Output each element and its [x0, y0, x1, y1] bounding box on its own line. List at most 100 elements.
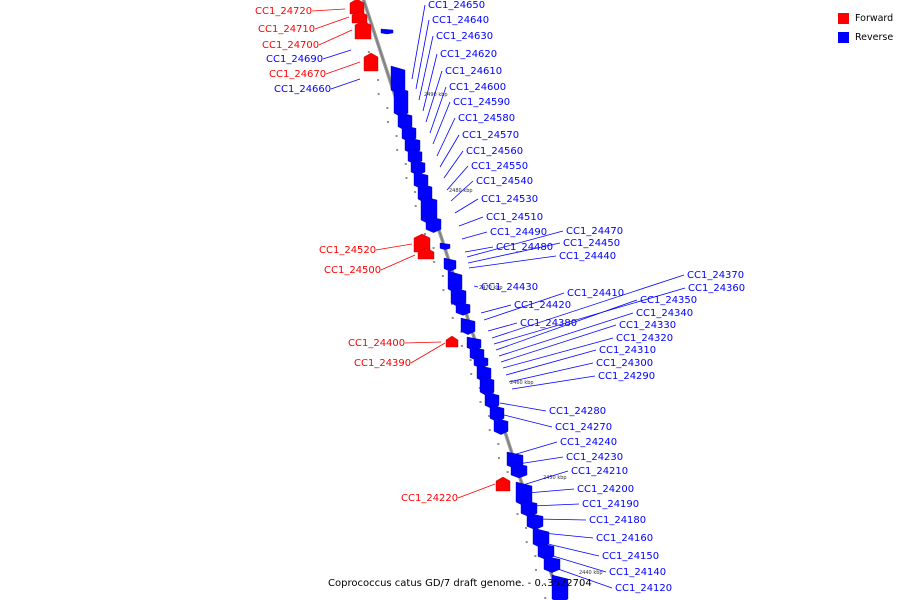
- scale-label: 2440 kbp: [579, 570, 603, 576]
- forward-leader-line: [410, 342, 446, 364]
- reverse-gene-label: CC1_24300: [596, 358, 653, 369]
- reverse-gene-label: CC1_24240: [560, 437, 617, 448]
- reverse-leader-line: [446, 165, 469, 191]
- scale-label: 2450 kbp: [543, 475, 567, 481]
- forward-swatch: [838, 13, 849, 24]
- reverse-leader-line: [432, 101, 451, 145]
- reverse-gene-label: CC1_24410: [567, 288, 624, 299]
- reverse-gene-label: CC1_24360: [688, 283, 745, 294]
- reverse-gene-label: CC1_24320: [616, 333, 673, 344]
- forward-gene-block: [445, 335, 459, 348]
- reverse-gene-label: CC1_24540: [476, 176, 533, 187]
- reverse-gene-label: CC1_24640: [432, 15, 489, 26]
- reverse-leader-line: [415, 19, 430, 90]
- reverse-gene-label: CC1_24480: [496, 242, 553, 253]
- reverse-gene-block: [510, 462, 528, 479]
- reverse-leader-line: [547, 543, 600, 557]
- reverse-gene-label: CC1_24350: [640, 295, 697, 306]
- legend: Forward Reverse: [838, 9, 893, 47]
- reverse-gene-label: CC1_24210: [571, 466, 628, 477]
- reverse-gene-block: [473, 355, 489, 368]
- reverse-gene-label: CC1_24380: [520, 318, 577, 329]
- reverse-gene-block: [439, 242, 451, 250]
- reverse-gene-label: CC1_24120: [615, 583, 672, 594]
- forward-gene-block: [417, 247, 435, 260]
- reverse-gene-label: CC1_24620: [440, 49, 497, 60]
- reverse-leader-line: [330, 78, 361, 90]
- forward-gene-label: CC1_24500: [324, 265, 381, 276]
- reverse-gene-label: CC1_24310: [599, 345, 656, 356]
- reverse-gene-label: CC1_24440: [559, 251, 616, 262]
- reverse-leader-line: [429, 86, 447, 134]
- reverse-leader-line: [505, 349, 597, 376]
- scale-label: 2490 kbp: [424, 92, 448, 98]
- legend-forward: Forward: [838, 9, 893, 28]
- forward-gene-label: CC1_24220: [401, 493, 458, 504]
- reverse-gene-block: [543, 555, 561, 573]
- reverse-leader-line: [503, 414, 553, 428]
- scale-label: 2470 kbp: [479, 285, 503, 291]
- reverse-leader-line: [411, 4, 426, 80]
- reverse-leader-line: [511, 375, 596, 390]
- reverse-gene-block: [455, 301, 471, 316]
- reverse-gene-label: CC1_24580: [458, 113, 515, 124]
- reverse-leader-line: [454, 198, 479, 214]
- reverse-gene-label: CC1_24570: [462, 130, 519, 141]
- reverse-gene-block: [425, 215, 442, 233]
- reverse-leader-line: [508, 362, 594, 383]
- reverse-gene-label: CC1_24200: [577, 484, 634, 495]
- reverse-gene-block: [460, 317, 476, 335]
- reverse-gene-block: [493, 417, 509, 435]
- reverse-gene-label: CC1_24490: [490, 227, 547, 238]
- reverse-leader-line: [502, 337, 614, 369]
- forward-leader-line: [404, 341, 442, 344]
- reverse-leader-line: [464, 246, 494, 253]
- forward-leader-line: [375, 243, 413, 251]
- reverse-leader-line: [480, 304, 512, 314]
- reverse-gene-label: CC1_24610: [445, 66, 502, 77]
- reverse-leader-line: [552, 555, 607, 573]
- forward-gene-label: CC1_24400: [348, 338, 405, 349]
- reverse-leader-line: [483, 292, 565, 321]
- forward-gene-block: [351, 10, 368, 24]
- reverse-gene-label: CC1_24290: [598, 371, 655, 382]
- reverse-gene-label: CC1_24600: [449, 82, 506, 93]
- reverse-leader-line: [439, 134, 460, 168]
- forward-gene-block: [495, 476, 511, 492]
- reverse-gene-block: [443, 257, 457, 272]
- forward-gene-label: CC1_24720: [255, 6, 312, 17]
- forward-gene-block: [354, 20, 372, 40]
- scale-label: 2460 kbp: [510, 380, 534, 386]
- reverse-gene-label: CC1_24340: [636, 308, 693, 319]
- reverse-gene-label: CC1_24330: [619, 320, 676, 331]
- forward-leader-line: [311, 8, 346, 12]
- reverse-gene-label: CC1_24190: [582, 499, 639, 510]
- reverse-gene-block: [393, 86, 409, 118]
- reverse-leader-line: [499, 402, 547, 412]
- reverse-gene-label: CC1_24420: [514, 300, 571, 311]
- reverse-leader-line: [461, 231, 488, 240]
- reverse-gene-block: [380, 28, 394, 35]
- reverse-gene-label: CC1_24430: [481, 282, 538, 293]
- forward-gene-block: [349, 0, 365, 15]
- reverse-gene-label: CC1_24370: [687, 270, 744, 281]
- legend-reverse: Reverse: [838, 28, 893, 47]
- reverse-leader-line: [458, 216, 484, 227]
- reverse-gene-block: [526, 512, 544, 530]
- reverse-leader-line: [522, 470, 569, 486]
- forward-gene-block: [363, 52, 379, 72]
- reverse-leader-line: [536, 518, 587, 521]
- reverse-gene-label: CC1_24230: [566, 452, 623, 463]
- reverse-gene-label: CC1_24510: [486, 212, 543, 223]
- reverse-leader-line: [468, 255, 557, 269]
- forward-gene-block: [413, 233, 431, 253]
- forward-gene-label: CC1_24700: [262, 40, 319, 51]
- reverse-leader-line: [467, 242, 561, 264]
- reverse-gene-label: CC1_24470: [566, 226, 623, 237]
- reverse-leader-line: [487, 322, 518, 332]
- reverse-gene-label: CC1_24530: [481, 194, 538, 205]
- forward-leader-line: [457, 483, 496, 499]
- legend-reverse-label: Reverse: [855, 32, 894, 43]
- reverse-leader-line: [512, 441, 558, 456]
